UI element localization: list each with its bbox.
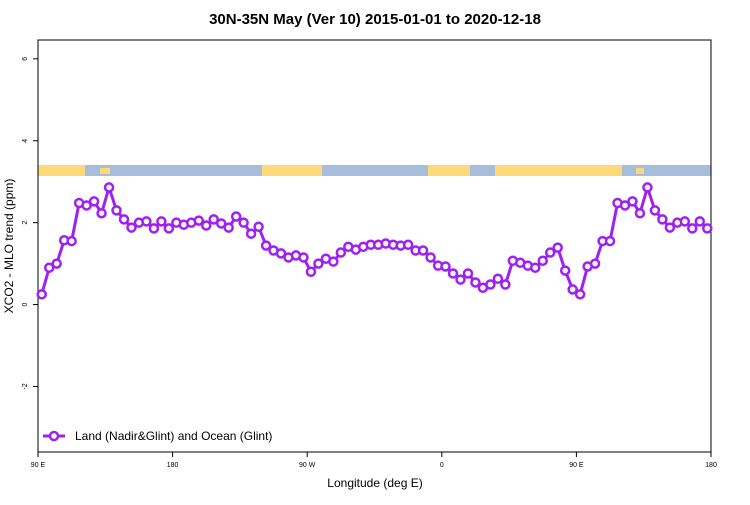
data-point [215,218,227,229]
x-axis-label: Longitude (deg E) [327,476,422,490]
data-point [126,222,137,233]
legend: Land (Nadir&Glint) and Ocean (Glint) [43,429,272,443]
data-point [694,216,706,227]
data-point [305,266,317,278]
data-point [402,239,414,251]
data-point [260,240,272,251]
data-point [649,205,661,216]
data-point [642,182,653,193]
data-point [634,207,646,219]
data-point [530,262,541,273]
data-point [664,222,676,233]
data-point [208,214,219,225]
data-point [470,277,481,288]
data-point [447,268,459,279]
x-tick-label: 90 E [569,462,584,469]
data-point [193,215,205,226]
data-point [657,214,668,225]
land-ocean-strip [38,165,711,176]
data-point [201,220,212,231]
data-point [455,274,466,285]
data-point [567,284,578,295]
data-point [96,207,107,219]
data-point [627,196,638,207]
data-point [275,248,287,259]
data-point [238,217,249,228]
data-point [425,252,436,263]
data-point [687,223,698,234]
x-tick-label: 180 [705,462,717,469]
data-point [313,258,324,269]
data-point [51,258,62,269]
data-point [679,216,691,227]
data-point [440,261,451,272]
x-tick-label: 90 E [31,462,46,469]
data-point [552,242,563,253]
data-point [537,255,548,266]
data-point [223,222,234,233]
data-point [559,265,571,276]
data-point [253,221,264,233]
data-point [88,196,100,207]
data-point [485,279,496,290]
x-tick-label: 0 [440,462,444,469]
data-point [298,252,309,263]
chart-title: 30N-35N May (Ver 10) 2015-01-01 to 2020-… [209,11,541,28]
data-point [328,256,339,267]
data-point [544,247,556,258]
data-point [245,228,257,239]
data-point [141,216,152,227]
data-point [574,289,586,300]
data-point [619,200,631,211]
data-point [500,279,511,290]
data-point [462,268,474,279]
data-point [43,262,55,273]
data-point [111,205,122,216]
data-point [156,216,167,227]
data-point [163,223,175,234]
y-tick-label: 4 [22,139,29,143]
data-point [604,235,616,247]
data-point [118,214,130,225]
y-tick-label: 6 [22,57,29,61]
legend-label: Land (Nadir&Glint) and Ocean (Glint) [75,429,272,443]
data-point [103,182,115,193]
data-point [492,273,504,285]
y-tick-label: 0 [22,303,29,307]
data-point [417,245,429,256]
data-point [148,223,160,234]
data-point [81,200,92,211]
x-tick-label: 180 [167,462,179,469]
data-point [66,235,77,247]
data-point [36,289,47,300]
y-tick-label: -2 [22,383,29,389]
data-point [589,258,601,269]
y-tick-label: 2 [22,221,29,225]
data-point [702,223,713,234]
x-tick-label: 90 W [299,462,316,469]
plot-frame [37,39,712,453]
legend-marker [48,430,60,442]
data-point [230,211,242,222]
data-point [335,247,347,258]
y-axis-label: XCO2 - MLO trend (ppm) [2,179,16,314]
